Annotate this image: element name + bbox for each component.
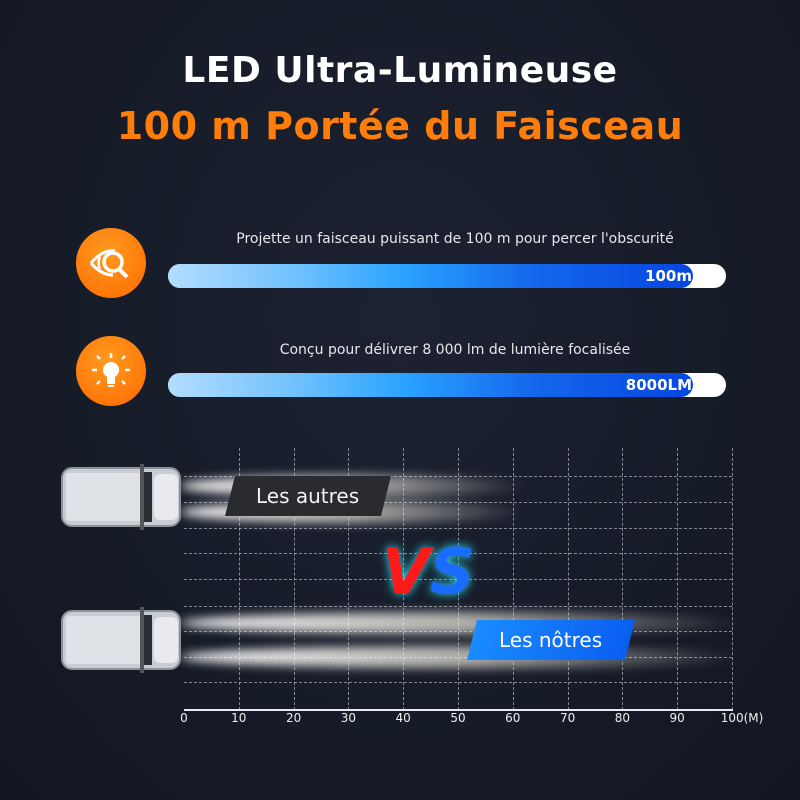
- subheadline: 100 m Portée du Faisceau: [116, 104, 684, 148]
- x-axis-tick-label: 90: [669, 711, 685, 725]
- x-axis-tick-label: 60: [505, 711, 521, 725]
- lumen-progress-bar: 8000LM: [168, 373, 726, 397]
- x-axis-tick-label: 100(M): [720, 711, 764, 725]
- feature-description: Projette un faisceau puissant de 100 m p…: [236, 231, 674, 247]
- feature-description: Conçu pour délivrer 8 000 lm de lumière …: [279, 342, 631, 358]
- range-value: 100m: [645, 267, 692, 285]
- x-axis-tick-label: 70: [559, 711, 576, 725]
- grid-line-vertical: [677, 448, 679, 710]
- x-axis-tick-label: 20: [285, 711, 302, 725]
- lumen-value: 8000LM: [625, 376, 692, 394]
- grid-line-vertical: [403, 448, 405, 710]
- grid-line-vertical: [732, 448, 733, 710]
- grid-line-vertical: [348, 448, 350, 710]
- grid-line-vertical: [512, 448, 514, 710]
- range-progress-fill: [168, 264, 693, 288]
- car-ours-icon: [61, 607, 181, 673]
- x-axis-tick-label: 80: [614, 711, 631, 725]
- grid-line-vertical: [238, 448, 240, 710]
- others-label: Les autres: [225, 476, 391, 516]
- eye-search-icon: [76, 228, 146, 298]
- ours-label: Les nôtres: [467, 620, 635, 660]
- x-axis-tick-label: 40: [395, 711, 411, 725]
- lightbulb-icon: [76, 336, 146, 406]
- grid-line-vertical: [293, 448, 295, 710]
- x-axis-tick-label: 0: [180, 711, 188, 725]
- headlight-beam: [180, 646, 748, 668]
- x-axis-tick-label: 10: [231, 711, 247, 725]
- car-others-icon: [61, 464, 181, 530]
- x-axis-tick-label: 30: [340, 711, 357, 725]
- headlight-beam: [180, 612, 748, 634]
- vs-badge: VS: [382, 535, 475, 608]
- lumen-progress-fill: [168, 373, 693, 397]
- x-axis-tick-label: 50: [450, 711, 466, 725]
- x-axis-line: [184, 709, 733, 711]
- headline: LED Ultra-Lumineuse: [182, 50, 618, 91]
- grid-line-vertical: [622, 448, 624, 710]
- grid-line-vertical: [458, 448, 459, 710]
- grid-line-vertical: [567, 448, 569, 710]
- range-progress-bar: 100m: [168, 264, 726, 288]
